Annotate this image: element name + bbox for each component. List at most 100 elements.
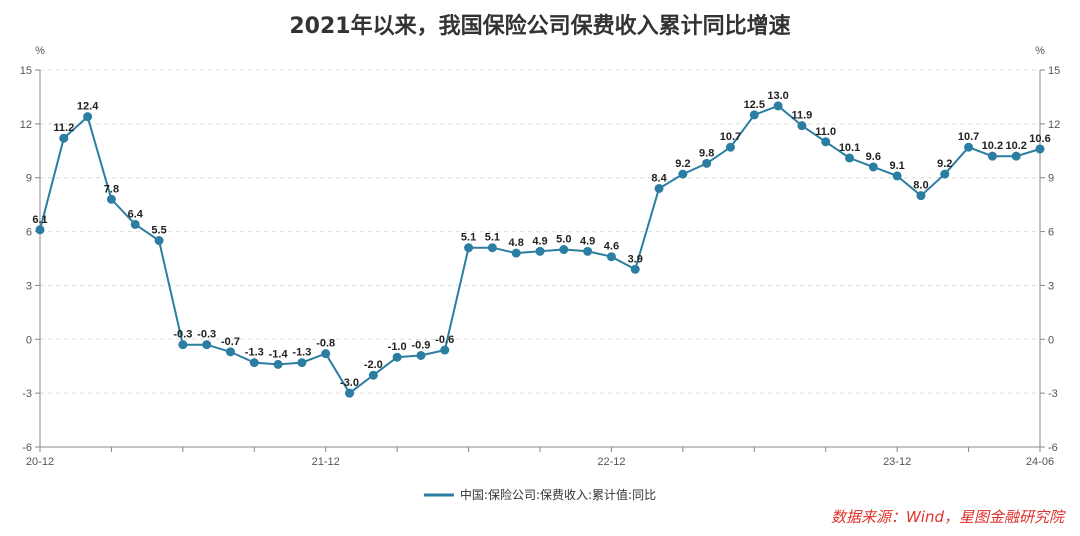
data-point xyxy=(440,345,450,355)
data-label: -0.3 xyxy=(173,329,192,341)
data-point xyxy=(678,169,688,179)
data-label: 9.2 xyxy=(937,158,952,170)
data-label: 9.2 xyxy=(675,158,690,170)
x-tick-label: 24-06 xyxy=(1026,456,1054,468)
data-point xyxy=(273,359,283,369)
data-label: 10.1 xyxy=(839,142,860,154)
y-tick-label-right: 3 xyxy=(1048,280,1054,292)
data-label: -0.3 xyxy=(197,329,216,341)
data-label: 11.0 xyxy=(815,126,836,138)
data-point xyxy=(821,137,831,147)
data-label: -2.0 xyxy=(364,359,383,371)
data-label: 10.2 xyxy=(1005,140,1026,152)
data-label: -1.3 xyxy=(245,347,264,359)
data-point xyxy=(583,246,593,256)
data-label: 10.6 xyxy=(1029,133,1050,145)
data-label: 8.4 xyxy=(651,172,667,184)
y-tick-label-left: -3 xyxy=(22,388,32,400)
y-tick-label-left: -6 xyxy=(22,442,32,454)
data-label: 6.1 xyxy=(32,214,47,226)
data-point xyxy=(464,243,474,253)
data-point xyxy=(630,264,640,274)
data-point xyxy=(202,340,212,350)
data-point xyxy=(654,183,664,193)
data-label: 13.0 xyxy=(767,90,788,102)
data-point xyxy=(368,370,378,380)
data-label: 9.6 xyxy=(866,151,881,163)
data-label: 7.8 xyxy=(104,183,119,195)
y-tick-label-right: -6 xyxy=(1048,442,1058,454)
y-tick-label-left: 0 xyxy=(26,334,32,346)
data-point xyxy=(83,112,93,122)
y-tick-label-right: 15 xyxy=(1048,65,1060,77)
y-tick-label-right: 12 xyxy=(1048,119,1060,131)
data-label: -0.7 xyxy=(221,336,240,348)
data-point xyxy=(392,352,402,362)
data-point xyxy=(297,358,307,368)
data-point xyxy=(487,243,497,253)
data-point xyxy=(225,347,235,357)
data-point xyxy=(130,219,140,229)
data-point xyxy=(559,245,569,255)
data-label: -0.6 xyxy=(435,334,454,346)
data-label: 4.6 xyxy=(604,241,619,253)
data-point xyxy=(797,121,807,131)
data-label: 5.1 xyxy=(485,232,500,244)
data-point xyxy=(35,225,45,235)
y-tick-label-left: 6 xyxy=(26,227,32,239)
chart-title: 2021年以来，我国保险公司保费收入累计同比增速 xyxy=(289,14,791,39)
data-point xyxy=(868,162,878,172)
data-label: 10.7 xyxy=(720,131,741,143)
data-point xyxy=(749,110,759,120)
data-label: 9.8 xyxy=(699,147,714,159)
data-label: 4.9 xyxy=(580,235,595,247)
data-label: 6.4 xyxy=(128,208,144,220)
data-label: -1.3 xyxy=(292,347,311,359)
data-label: 5.5 xyxy=(151,225,166,237)
legend-label: 中国:保险公司:保费收入:累计值:同比 xyxy=(460,487,656,502)
y-tick-label-left: 9 xyxy=(26,173,32,185)
data-label: 4.9 xyxy=(532,235,547,247)
data-point xyxy=(1035,144,1045,154)
y-tick-label-right: 0 xyxy=(1048,334,1054,346)
y-tick-label-right: -3 xyxy=(1048,388,1058,400)
data-label: 11.2 xyxy=(53,122,74,134)
data-label: 4.8 xyxy=(509,237,524,249)
data-point xyxy=(606,252,616,262)
data-point xyxy=(702,158,712,168)
data-point xyxy=(59,133,69,143)
data-point xyxy=(154,236,164,246)
data-point xyxy=(1011,151,1021,161)
source-note: 数据来源：Wind，星图金融研究院 xyxy=(830,508,1064,526)
data-point xyxy=(178,340,188,350)
data-point xyxy=(987,151,997,161)
data-label: 10.2 xyxy=(982,140,1003,152)
data-label: 3.9 xyxy=(628,253,643,265)
data-point xyxy=(940,169,950,179)
data-label: -1.4 xyxy=(269,348,289,360)
data-label: 10.7 xyxy=(958,131,979,143)
data-point xyxy=(345,388,355,398)
data-label: 12.5 xyxy=(744,99,765,111)
data-point xyxy=(106,194,116,204)
data-label: -1.0 xyxy=(388,341,407,353)
data-label: 5.0 xyxy=(556,234,571,246)
x-tick-label: 23-12 xyxy=(883,456,911,468)
data-point xyxy=(321,349,331,359)
data-point xyxy=(511,248,521,258)
data-point xyxy=(535,246,545,256)
data-label: 8.0 xyxy=(913,180,928,192)
data-label: -0.9 xyxy=(411,339,430,351)
x-tick-label: 21-12 xyxy=(312,456,340,468)
data-point xyxy=(249,358,259,368)
data-label: -0.8 xyxy=(316,338,335,350)
data-label: 5.1 xyxy=(461,232,476,244)
data-label: -3.0 xyxy=(340,377,359,389)
y-tick-label-right: 9 xyxy=(1048,173,1054,185)
y-tick-label-left: 15 xyxy=(20,65,32,77)
data-label: 9.1 xyxy=(889,160,904,172)
x-tick-label: 22-12 xyxy=(597,456,625,468)
data-label: 11.9 xyxy=(791,110,812,122)
data-point xyxy=(416,350,426,360)
